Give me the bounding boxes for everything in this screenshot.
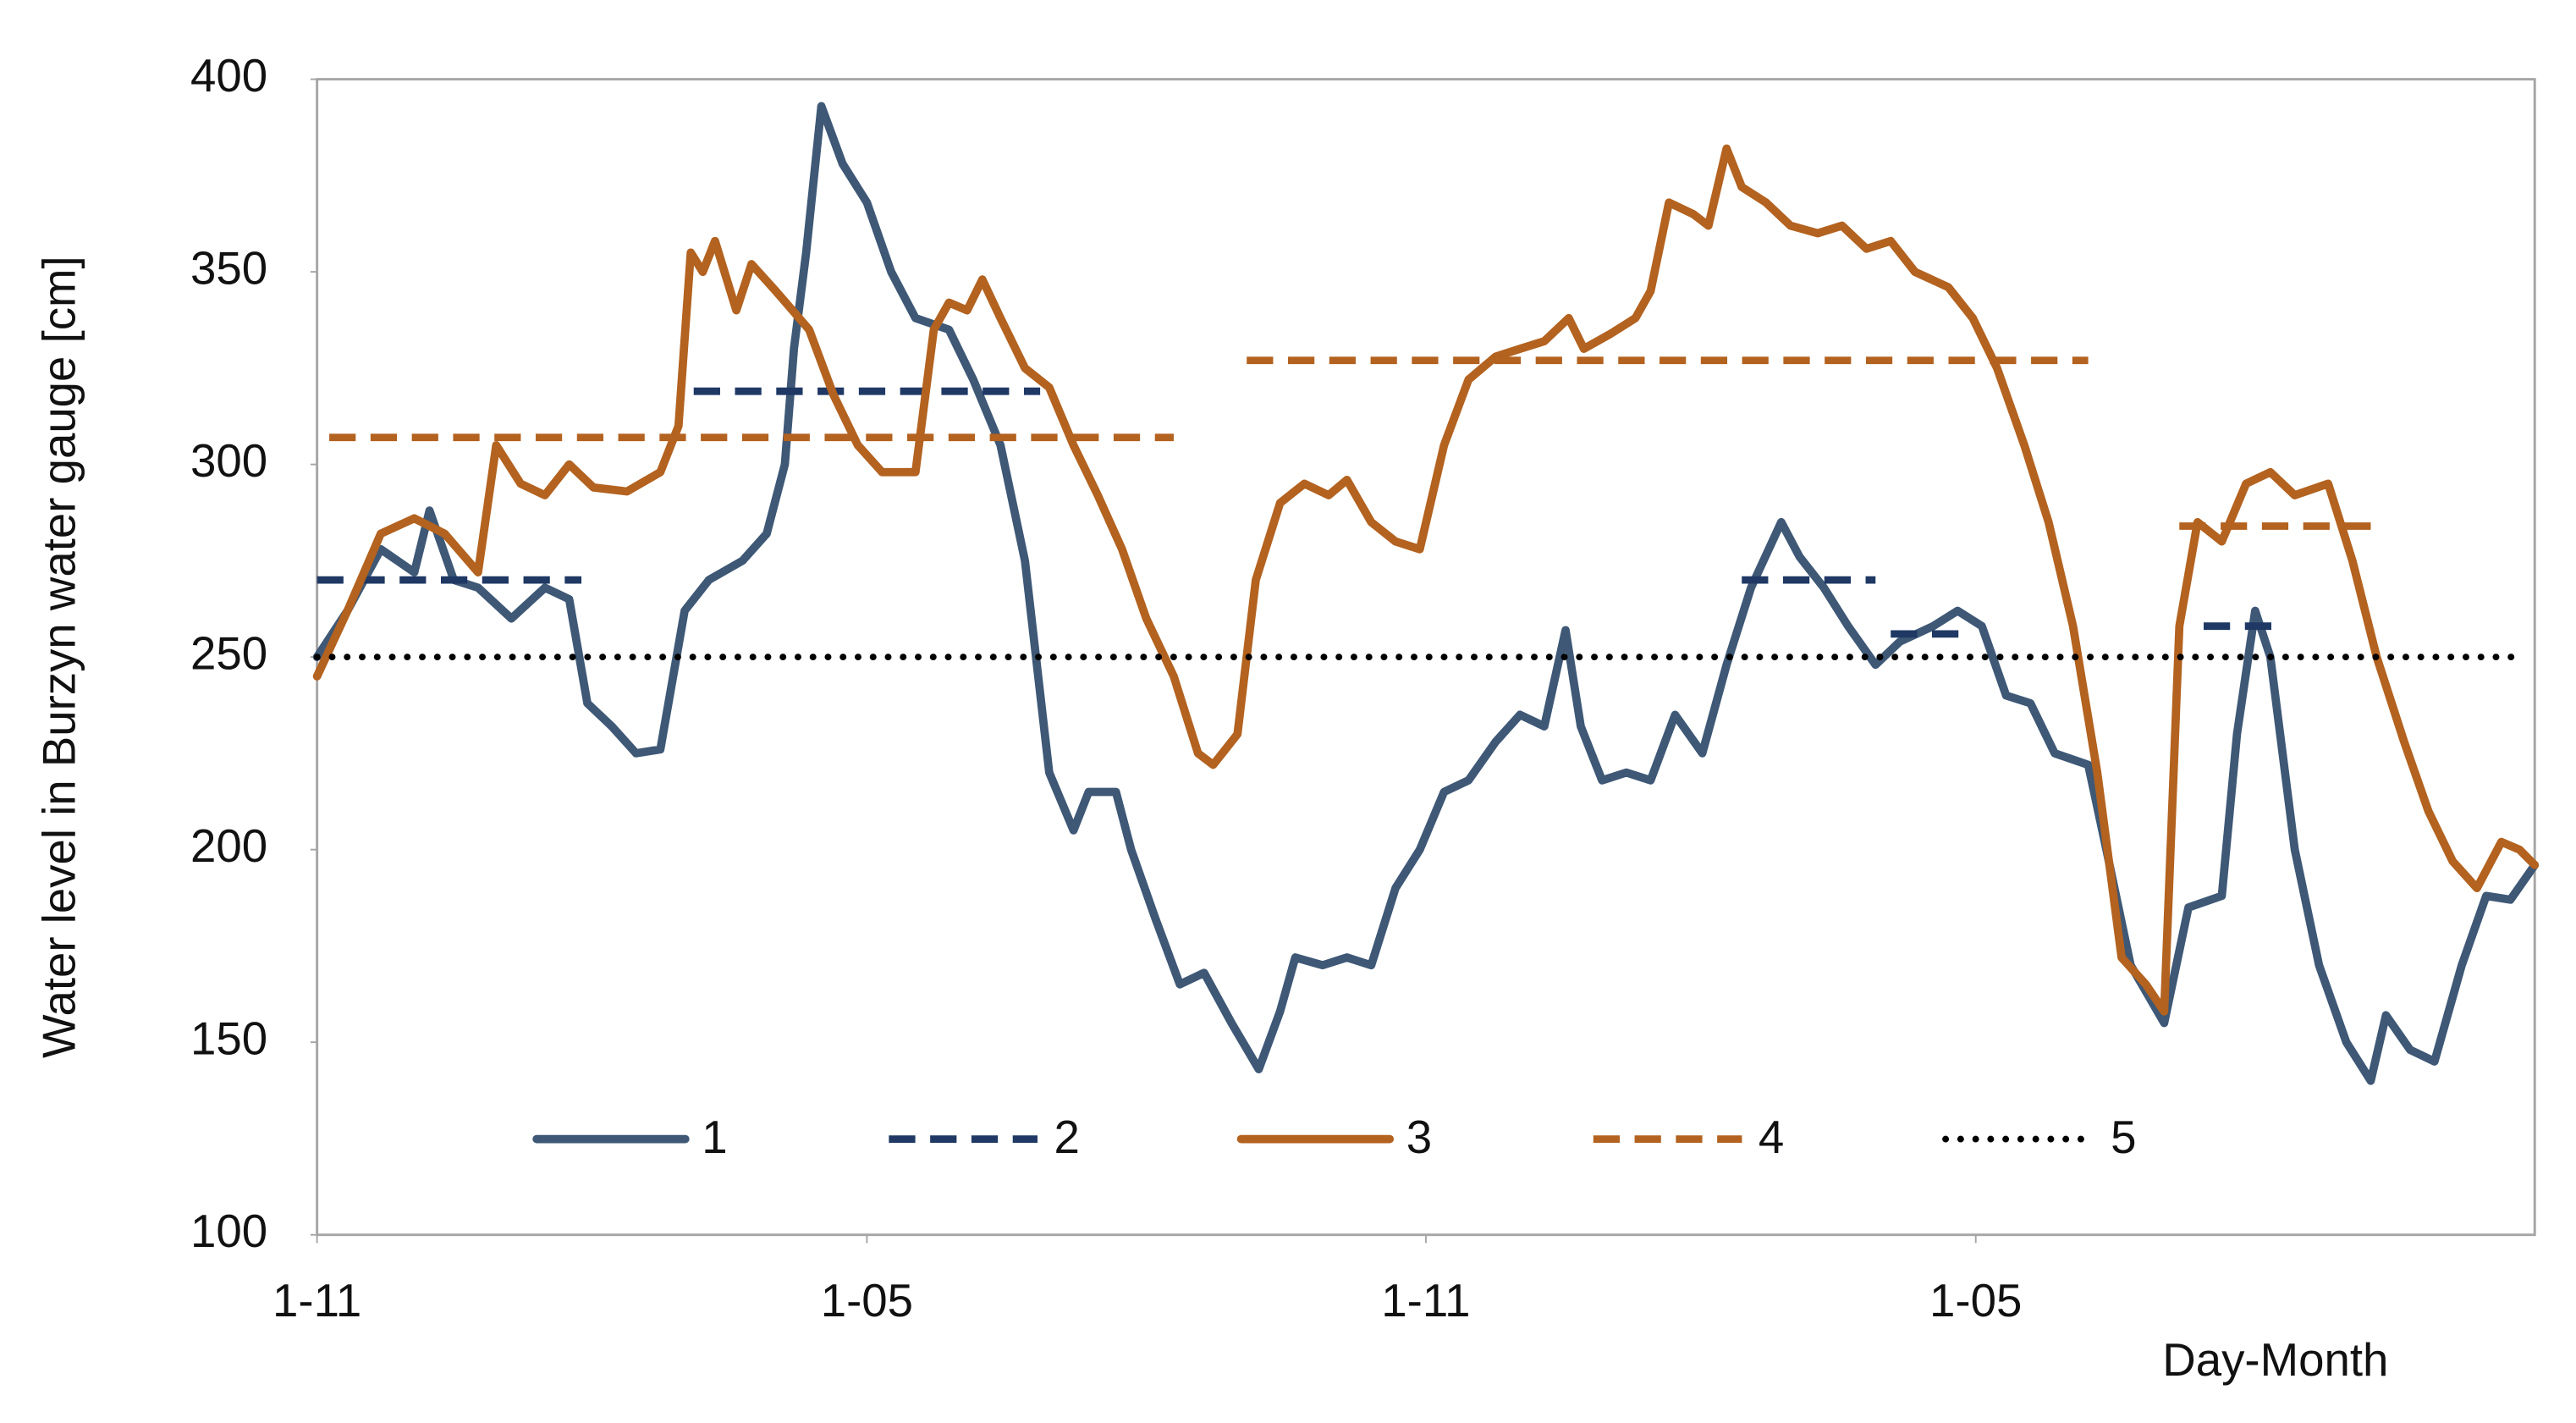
y-tick-label: 400 bbox=[190, 50, 267, 102]
y-axis-title: Water level in Burzyn water gauge [cm] bbox=[34, 256, 85, 1058]
legend-label: 1 bbox=[702, 1111, 727, 1163]
legend-label: 2 bbox=[1054, 1111, 1080, 1163]
x-tick-label: 1-05 bbox=[821, 1275, 913, 1326]
series-line bbox=[329, 356, 2371, 530]
x-tick-label: 1-05 bbox=[1929, 1275, 2022, 1326]
y-tick-label: 250 bbox=[190, 628, 267, 680]
series-line bbox=[316, 387, 2280, 638]
x-tick-label: 1-11 bbox=[272, 1275, 361, 1326]
legend-label: 5 bbox=[2111, 1111, 2136, 1163]
y-tick-label: 200 bbox=[190, 820, 267, 872]
x-axis-title: Day-Month bbox=[2162, 1334, 2388, 1386]
y-tick-label: 150 bbox=[190, 1013, 267, 1065]
legend-label: 4 bbox=[1759, 1111, 1784, 1163]
legend-label: 3 bbox=[1406, 1111, 1432, 1163]
series-line bbox=[312, 144, 2540, 1016]
y-tick-label: 350 bbox=[190, 243, 267, 295]
series-line bbox=[312, 102, 2540, 1085]
y-tick-label: 300 bbox=[190, 435, 267, 487]
y-tick-label: 100 bbox=[190, 1205, 267, 1257]
x-tick-label: 1-11 bbox=[1381, 1275, 1470, 1326]
